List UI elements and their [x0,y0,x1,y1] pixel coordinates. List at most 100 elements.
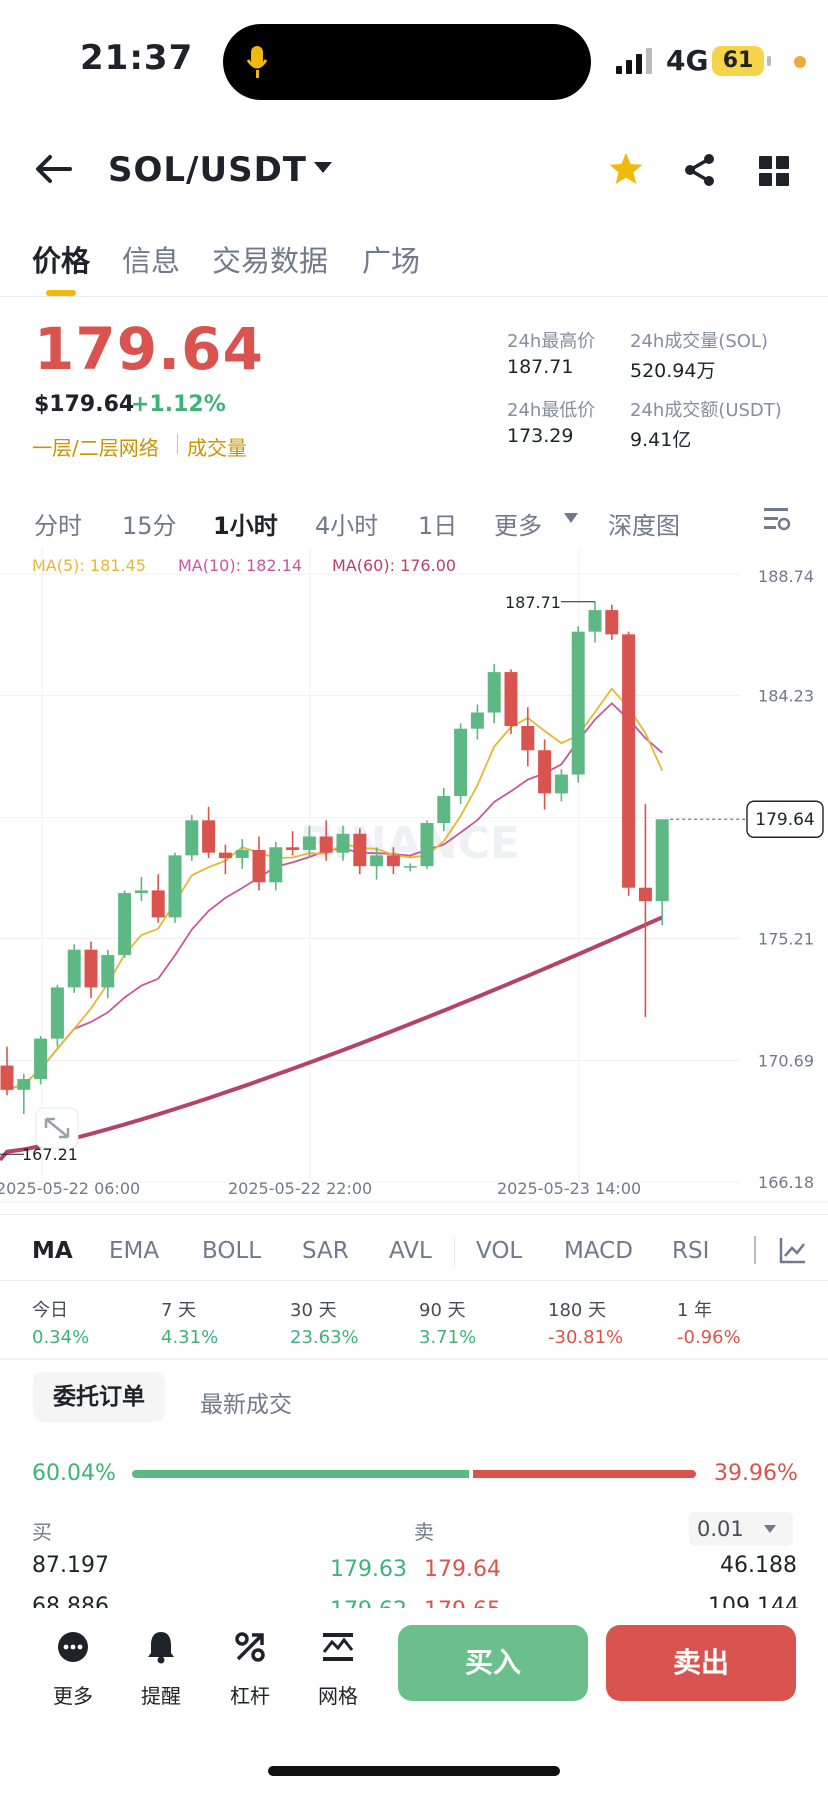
indicator-ma[interactable]: MA [32,1238,73,1264]
tab-info[interactable]: 信息 [122,244,181,278]
interval-time-share[interactable]: 分时 [34,512,82,540]
y-tick-label: 188.74 [758,567,814,586]
period-value-today: 0.34% [32,1327,90,1348]
indicator-macd[interactable]: MACD [564,1238,633,1264]
bid-qty: 87.197 [32,1553,109,1578]
candle-body [168,855,182,918]
more-icon[interactable] [57,1631,89,1663]
network-type: 4G [666,44,709,77]
candle-body [218,852,232,859]
home-indicator [268,1766,560,1776]
bid-price[interactable]: 179.63 [330,1557,407,1582]
volume-value: 520.94万 [630,360,716,382]
grid-menu-icon[interactable] [759,156,789,186]
sell-button[interactable]: 卖出 [606,1625,796,1701]
candle-body [588,610,602,632]
interval-4h[interactable]: 4小时 [315,512,379,540]
period-value-1y: -0.96% [677,1327,741,1348]
tab-square[interactable]: 广场 [362,244,421,278]
divider [0,1280,828,1281]
candle-body [50,987,64,1039]
share-icon[interactable] [683,153,717,187]
nav-alert[interactable]: 提醒 [141,1684,181,1708]
tab-latest-trades[interactable]: 最新成交 [200,1392,292,1418]
ask-price[interactable]: 179.64 [424,1557,501,1582]
candle-body [487,672,501,713]
x-tick-label: 2025-05-22 22:00 [228,1179,372,1198]
tab-price[interactable]: 价格 [32,244,91,278]
tag-volume[interactable]: 成交量 [187,436,247,460]
ask-qty: 46.188 [720,1553,797,1578]
battery-nub [767,56,771,66]
tag-layer-network[interactable]: 一层/二层网络 [32,436,159,460]
period-value-7d: 4.31% [161,1327,219,1348]
buy-button[interactable]: 买入 [398,1625,588,1701]
tab-order-book[interactable]: 委托订单 [33,1372,165,1422]
interval-1d[interactable]: 1日 [418,512,458,540]
active-tab-indicator [46,290,76,296]
more-caret-icon[interactable] [563,512,579,524]
candle-body [353,833,367,867]
y-tick-label: 166.18 [758,1173,814,1192]
candle-body [622,634,636,888]
indicator-rsi[interactable]: RSI [672,1238,710,1264]
candle-body [437,796,451,824]
buy-ratio: 60.04% [32,1461,116,1486]
trading-pair-title[interactable]: SOL/USDT [108,150,307,190]
back-arrow-icon[interactable] [34,154,72,184]
candle-body [185,820,199,856]
candle-body [302,836,316,850]
indicator-ema[interactable]: EMA [109,1238,160,1264]
indicator-sar[interactable]: SAR [302,1238,349,1264]
chart-settings-icon[interactable] [763,505,791,533]
low-value: 173.29 [507,425,574,447]
last-price: 179.64 [34,315,264,383]
privacy-indicator [794,56,806,68]
high-marker-label: 187.71 [505,593,561,612]
price-change-percent: +1.12% [131,392,226,417]
sell-ratio-bar [473,1470,696,1478]
period-value-90d: 3.71% [419,1327,477,1348]
nav-grid[interactable]: 网格 [318,1684,358,1708]
interval-more[interactable]: 更多 [494,512,542,540]
leverage-icon[interactable] [234,1631,266,1663]
candle-body [538,750,552,794]
candle-body [420,823,434,867]
candle-body [454,728,468,797]
caret-down-icon[interactable] [313,160,333,174]
current-price-tag-label: 179.64 [755,810,814,830]
candle-body [17,1079,31,1090]
indicator-vol[interactable]: VOL [476,1238,523,1264]
precision-caret-icon[interactable] [763,1524,777,1534]
tag-divider [177,434,178,454]
star-icon[interactable] [608,152,644,186]
candle-body [336,833,350,853]
grid-trading-icon[interactable] [322,1632,354,1662]
indicator-avl[interactable]: AVL [389,1238,432,1264]
candle-body [319,836,333,853]
candle-body [67,949,81,988]
nav-more[interactable]: 更多 [53,1684,93,1708]
low-label: 24h最低价 [507,400,596,421]
nav-leverage[interactable]: 杠杆 [230,1684,270,1708]
indicator-divider [454,1237,455,1267]
interval-1h[interactable]: 1小时 [213,512,278,540]
indicator-scroll-hint [754,1236,756,1264]
ma60-legend: MA(60): 176.00 [332,556,457,575]
bell-icon[interactable] [146,1630,176,1664]
ma10-legend: MA(10): 182.14 [178,556,303,575]
interval-15m[interactable]: 15分 [122,512,177,540]
precision-select[interactable]: 0.01 [689,1512,793,1546]
expand-chart-icon[interactable] [35,1107,79,1149]
ma5-legend: MA(5): 181.45 [32,556,146,575]
indicator-boll[interactable]: BOLL [202,1238,262,1264]
volume-label: 24h成交量(SOL) [630,331,768,352]
sell-ratio: 39.96% [714,1461,798,1486]
high-value: 187.71 [507,356,574,378]
candle-body [269,847,283,883]
indicator-settings-icon[interactable] [779,1236,807,1264]
tab-trading-data[interactable]: 交易数据 [212,244,329,278]
precision-value: 0.01 [697,1517,744,1541]
depth-chart-tab[interactable]: 深度图 [608,512,680,540]
